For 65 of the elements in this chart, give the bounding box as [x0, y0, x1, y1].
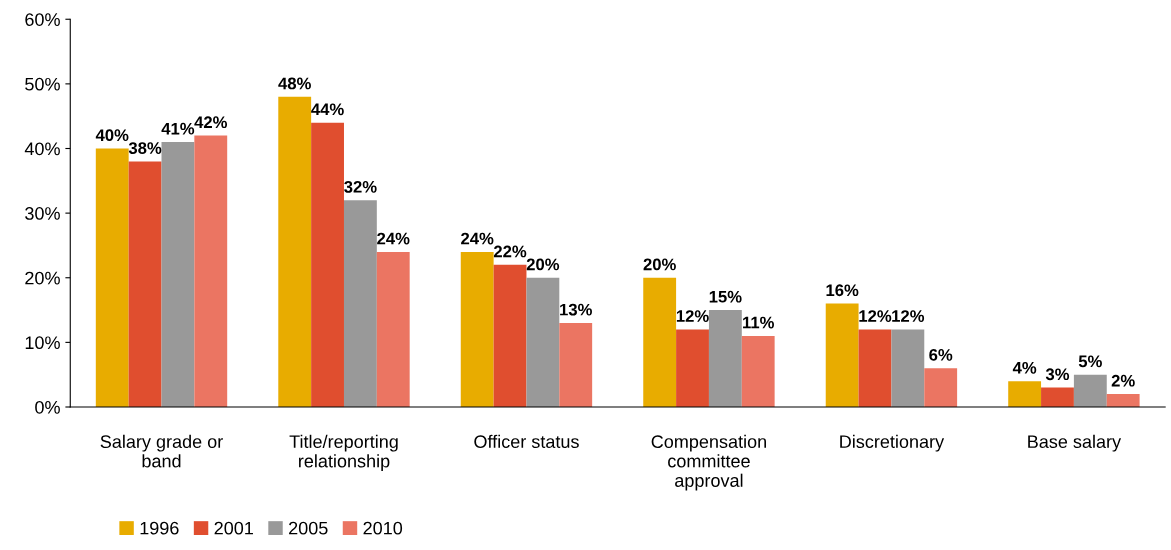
bar	[643, 277, 677, 407]
bar	[460, 251, 494, 407]
data-label: 24%	[377, 232, 410, 245]
bar	[95, 148, 129, 407]
x-tick-label: Base salary	[1028, 434, 1122, 452]
bar	[825, 303, 859, 407]
bar	[311, 122, 344, 407]
bar	[1106, 394, 1140, 407]
data-label: 48%	[278, 77, 311, 90]
bar	[493, 264, 527, 407]
bar	[526, 277, 560, 407]
x-tick-label: Compensation committee approval	[651, 434, 766, 491]
data-label: 40%	[95, 129, 129, 142]
bar	[194, 135, 228, 407]
bar	[128, 161, 162, 407]
data-label: 16%	[826, 284, 859, 297]
x-tick-label: Officer status	[474, 434, 579, 449]
bar	[741, 335, 775, 407]
data-label: 20%	[643, 258, 676, 271]
x-tick-label: Discretionary	[840, 434, 945, 452]
legend-label: 2010	[363, 521, 403, 535]
bar	[559, 322, 593, 407]
data-label: 12%	[892, 310, 925, 322]
bar	[161, 142, 195, 407]
y-tick-label: 10%	[25, 336, 60, 350]
bar	[1008, 381, 1042, 407]
bar	[924, 368, 958, 407]
legend-label: 1996	[140, 521, 179, 535]
legend-label: 2001	[214, 521, 253, 535]
bar	[708, 310, 742, 407]
data-label: 32%	[344, 180, 377, 193]
y-tick-label: 60%	[25, 13, 60, 26]
data-label: 2%	[1111, 374, 1135, 387]
data-label: 11%	[743, 316, 774, 329]
legend-label: 2005	[289, 521, 328, 535]
data-label: 22%	[493, 245, 527, 258]
data-label: 4%	[1012, 361, 1037, 374]
data-label: 5%	[1078, 355, 1102, 368]
y-tick-label: 50%	[25, 77, 60, 91]
data-label: 6%	[929, 348, 953, 361]
bar	[891, 329, 925, 407]
data-label: 20%	[526, 258, 560, 271]
data-label: 3%	[1045, 368, 1070, 381]
data-label: 13%	[560, 303, 592, 316]
bar	[343, 200, 377, 407]
bar	[676, 329, 709, 407]
y-tick-label: 20%	[25, 271, 60, 285]
x-tick-label: Salary grade or band	[100, 434, 223, 468]
y-tick-label: 30%	[25, 207, 60, 220]
bar	[1041, 387, 1074, 407]
data-label: 12%	[859, 310, 892, 322]
bar	[1073, 374, 1107, 407]
data-label: 38%	[128, 142, 162, 154]
bar	[376, 251, 410, 407]
x-tick-label: Title/reporting relationship	[289, 434, 398, 472]
bar	[858, 329, 892, 407]
data-label: 12%	[676, 310, 709, 322]
data-label: 24%	[461, 232, 494, 245]
bar	[278, 96, 312, 407]
y-tick-label: 40%	[24, 142, 60, 156]
y-tick-label: 0%	[35, 400, 60, 414]
data-label: 44%	[311, 103, 344, 116]
data-label: 15%	[709, 290, 742, 303]
data-label: 41%	[161, 122, 195, 135]
data-label: 42%	[194, 116, 228, 129]
